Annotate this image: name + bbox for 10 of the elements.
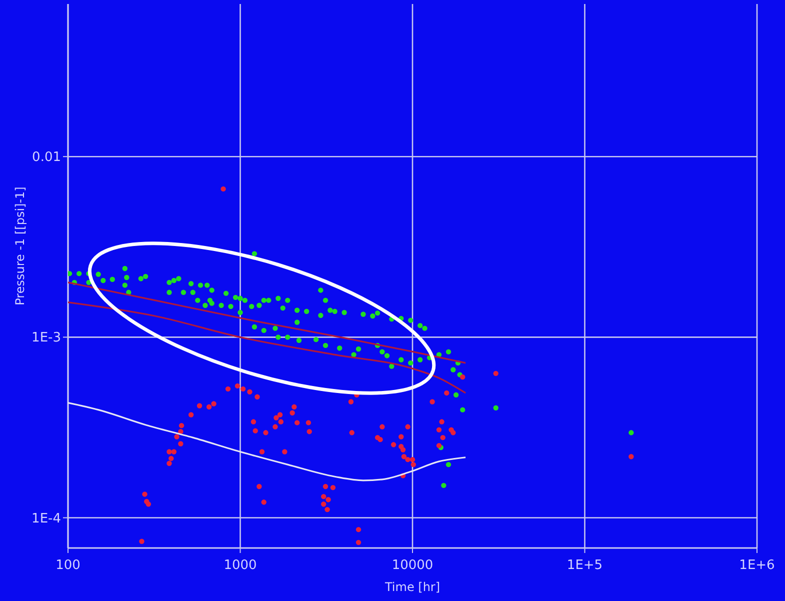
x-tick-label: 100 (56, 558, 80, 573)
x-tick-label: 1000 (224, 558, 257, 573)
y-tick-label: 1E-4 (32, 511, 61, 526)
y-tick-label: 0.01 (32, 150, 61, 166)
y-tick-label: 1E-3 (32, 330, 61, 346)
x-tick-label: 1E+5 (566, 558, 603, 573)
x-tick-label: 1E+6 (739, 558, 775, 573)
x-axis-title: Time [hr] (384, 580, 440, 594)
x-tick-label: 10000 (392, 558, 434, 573)
y-axis-title: Pressure -1 [[psi]-1] (13, 186, 27, 306)
